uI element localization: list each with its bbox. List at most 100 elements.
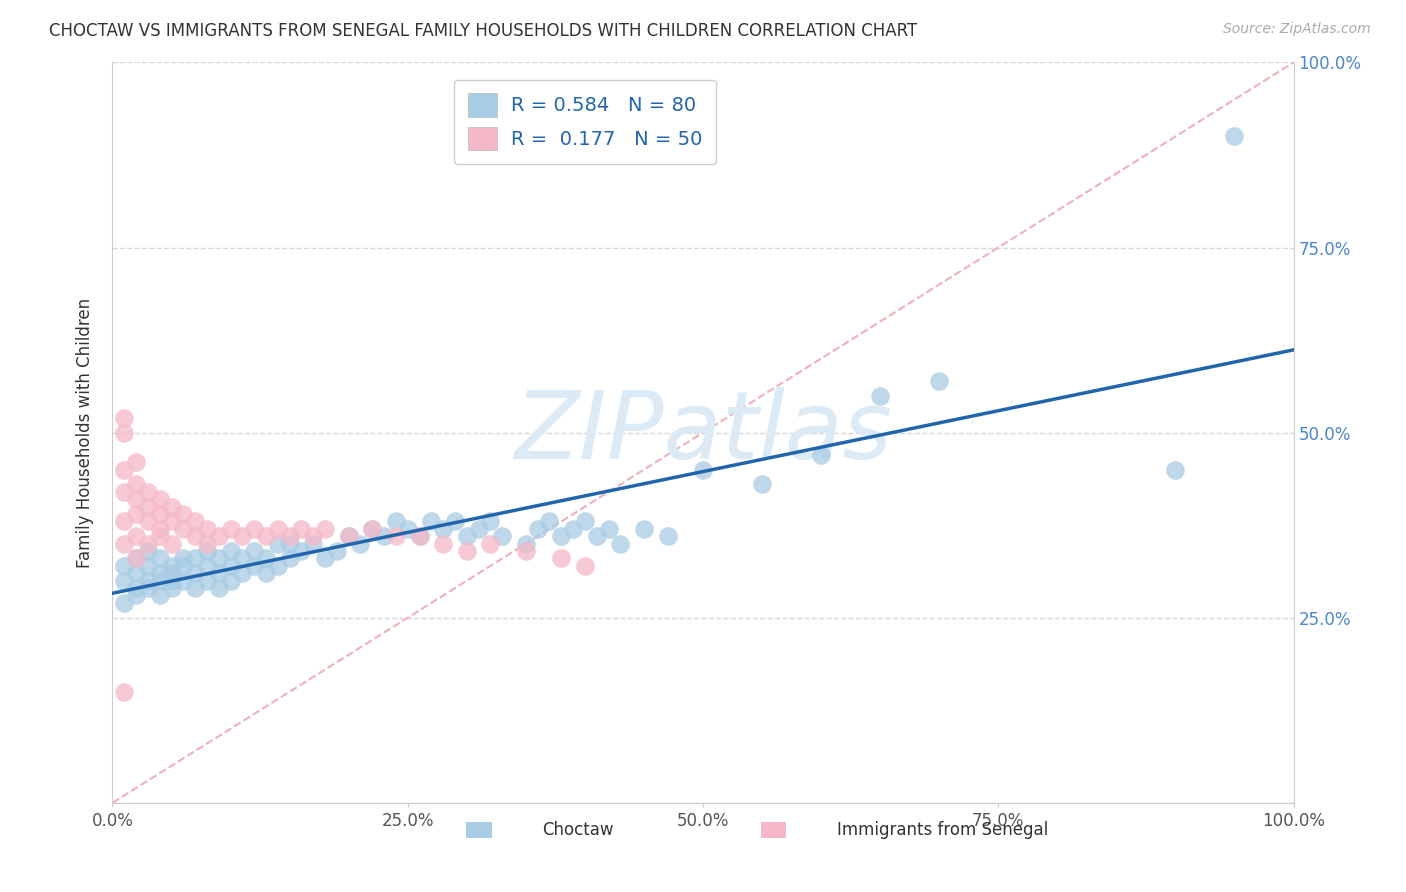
Point [219, 574, 242, 588]
Point [337, 529, 360, 543]
Point [243, 558, 266, 573]
Point [172, 551, 194, 566]
Point [1223, 129, 1246, 144]
Point [278, 536, 301, 550]
Point [278, 551, 301, 566]
Point [149, 574, 172, 588]
Point [550, 551, 572, 566]
Point [349, 536, 371, 550]
Point [314, 522, 336, 536]
Point [208, 581, 231, 595]
Point [112, 558, 135, 573]
Point [515, 536, 537, 550]
Point [136, 515, 159, 529]
Point [112, 685, 135, 699]
Point [172, 522, 194, 536]
Point [479, 515, 502, 529]
Point [136, 500, 159, 514]
Text: Choctaw: Choctaw [543, 821, 614, 838]
Point [479, 536, 502, 550]
Point [149, 589, 172, 603]
Point [136, 574, 159, 588]
Point [112, 410, 135, 425]
Point [254, 566, 277, 581]
Point [136, 558, 159, 573]
Point [125, 477, 148, 491]
Text: Immigrants from Senegal: Immigrants from Senegal [837, 821, 1047, 838]
Point [657, 529, 679, 543]
Point [149, 529, 172, 543]
Point [172, 507, 194, 521]
Point [125, 492, 148, 507]
Point [219, 544, 242, 558]
Point [361, 522, 384, 536]
Point [290, 544, 312, 558]
Point [160, 581, 183, 595]
Point [112, 462, 135, 476]
Point [361, 522, 384, 536]
Point [538, 515, 561, 529]
Point [219, 558, 242, 573]
Point [125, 529, 148, 543]
Point [574, 558, 596, 573]
Point [385, 529, 408, 543]
Point [633, 522, 655, 536]
Point [267, 558, 290, 573]
Point [184, 566, 207, 581]
Text: Source: ZipAtlas.com: Source: ZipAtlas.com [1223, 22, 1371, 37]
Point [125, 551, 148, 566]
Point [432, 522, 454, 536]
Point [136, 536, 159, 550]
Point [195, 558, 218, 573]
Point [243, 522, 266, 536]
Point [125, 566, 148, 581]
Point [751, 477, 773, 491]
Point [456, 529, 478, 543]
Point [254, 529, 277, 543]
Point [1164, 462, 1187, 476]
Point [184, 529, 207, 543]
Point [491, 529, 513, 543]
Point [172, 574, 194, 588]
Point [136, 544, 159, 558]
Point [562, 522, 585, 536]
Point [172, 558, 194, 573]
Point [136, 581, 159, 595]
Point [243, 544, 266, 558]
Point [290, 522, 312, 536]
Point [692, 462, 714, 476]
Point [278, 529, 301, 543]
Point [444, 515, 467, 529]
Y-axis label: Family Households with Children: Family Households with Children [76, 298, 94, 567]
Point [408, 529, 430, 543]
Point [184, 515, 207, 529]
Point [585, 529, 607, 543]
Point [408, 529, 430, 543]
Point [396, 522, 419, 536]
Point [337, 529, 360, 543]
Point [195, 522, 218, 536]
Point [160, 515, 183, 529]
Point [302, 529, 325, 543]
Point [574, 515, 596, 529]
Point [125, 507, 148, 521]
Point [149, 507, 172, 521]
Point [314, 551, 336, 566]
Point [267, 522, 290, 536]
Point [326, 544, 349, 558]
Point [112, 574, 135, 588]
Point [112, 536, 135, 550]
Point [267, 536, 290, 550]
Point [160, 566, 183, 581]
Point [869, 388, 891, 402]
Point [149, 492, 172, 507]
Point [184, 551, 207, 566]
Point [160, 536, 183, 550]
Point [160, 558, 183, 573]
Point [208, 566, 231, 581]
Point [302, 536, 325, 550]
Point [609, 536, 631, 550]
Point [112, 596, 135, 610]
Text: ZIPatlas: ZIPatlas [515, 387, 891, 478]
Legend: R = 0.584   N = 80, R =  0.177   N = 50: R = 0.584 N = 80, R = 0.177 N = 50 [454, 79, 716, 164]
